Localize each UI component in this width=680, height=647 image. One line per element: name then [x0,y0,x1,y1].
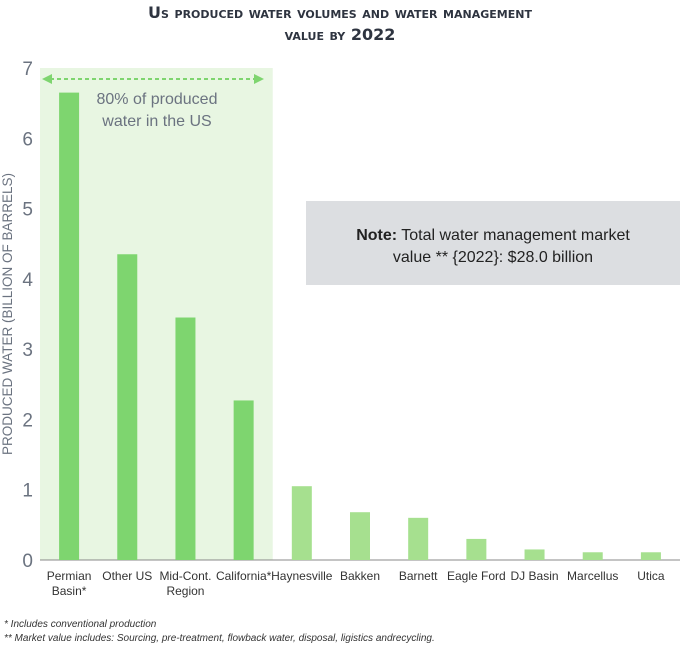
chart-title: Us produced water volumes and water mana… [0,2,680,46]
bar [59,92,80,560]
footnote-1: * Includes conventional production [4,619,157,630]
bar [582,552,603,560]
highlight-label-line2: water in the US [101,113,211,130]
y-tick-label: 1 [22,481,33,502]
y-tick-label: 3 [22,340,33,361]
y-tick-label: 5 [22,200,33,221]
highlight-label-line1: 80% of produced [97,91,218,108]
x-tick-label: California* [216,569,272,583]
x-tick-label: Eagle Ford [447,569,506,583]
y-tick-label: 7 [22,59,33,80]
bar [291,486,312,560]
bar [640,552,661,560]
bar [466,538,487,560]
y-tick-label: 4 [22,270,33,291]
note-bold: Note: [356,227,397,244]
x-tick-label: Other US [102,569,152,583]
arrow-right-head-icon [254,74,264,84]
y-tick-label: 0 [22,551,33,572]
bar [117,254,138,560]
x-tick-label: Haynesville [271,569,333,583]
footnote-2: ** Market value includes: Sourcing, pre-… [4,633,435,644]
note-line2: value ** {2022}: $28.0 billion [393,249,593,266]
bar [408,517,429,560]
bar [233,400,254,560]
note-box [306,201,680,285]
chart-title-line2: value by 2022 [284,25,396,44]
note-line1-text: Total water management market [397,227,630,244]
bar [524,549,545,560]
x-tick-label: DJ Basin [511,569,559,583]
x-tick-label: Utica [637,569,665,583]
x-tick-label: Mid-Cont. Region [159,569,211,598]
x-tick-label: Bakken [340,569,380,583]
chart-title-line1: Us produced water volumes and water mana… [148,3,532,22]
x-tick-label: Marcellus [567,569,618,583]
y-tick-label: 2 [22,410,33,431]
arrow-left-head-icon [42,74,52,84]
note-line1: Note: Total water management market [356,227,630,244]
y-axis-label: PRODUCED WATER (BILLION OF BARRELS) [0,173,15,455]
bar [350,512,370,560]
x-tick-label: Barnett [399,569,438,583]
bar [175,317,196,560]
x-tick-label: Permian Basin* [47,569,92,598]
y-tick-label: 6 [22,129,33,150]
